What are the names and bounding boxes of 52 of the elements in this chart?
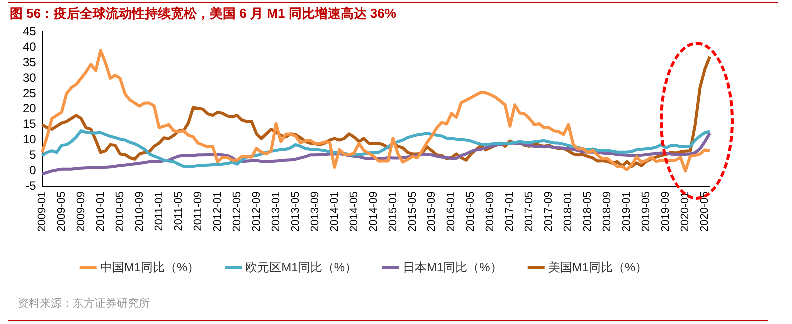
x-tick-label: 2016-09 [484, 192, 497, 232]
x-tick-label: 2013-09 [309, 192, 322, 232]
y-tick-label: 35 [22, 55, 37, 70]
legend-label: 美国M1同比（%） [548, 260, 648, 274]
x-tick-label: 2018-05 [582, 192, 594, 232]
x-tick-label: 2015-05 [406, 192, 419, 232]
x-tick-label: 2011-01 [153, 192, 166, 232]
legend-label: 中国M1同比（%） [100, 260, 200, 274]
x-tick-label: 2019-01 [621, 192, 634, 232]
y-tick-label: 20 [22, 102, 37, 116]
x-tick-label: 2011-09 [192, 192, 204, 232]
x-tick-label: 2015-09 [426, 192, 438, 232]
x-tick-label: 2020-05 [699, 192, 712, 232]
x-tick-label: 2017-05 [524, 192, 536, 232]
x-tick-label: 2009-09 [75, 192, 88, 232]
x-tick-label: 2012-09 [250, 192, 263, 232]
x-tick-label: 2016-05 [465, 192, 478, 232]
y-tick-label: 45 [22, 24, 37, 39]
x-tick-label: 2010-01 [94, 192, 107, 232]
x-tick-label: 2018-09 [602, 192, 614, 232]
y-tick-label: 40 [22, 40, 37, 54]
y-tick-label: -5 [26, 178, 37, 193]
x-tick-label: 2014-05 [348, 192, 360, 232]
y-tick-label: 15 [22, 117, 37, 132]
x-tick-label: 2012-01 [212, 192, 224, 232]
x-tick-label: 2010-05 [114, 192, 126, 232]
x-tick-label: 2013-01 [270, 192, 282, 232]
x-tick-label: 2019-05 [640, 192, 653, 232]
x-tick-label: 2015-01 [387, 192, 400, 232]
x-tick-label: 2017-01 [504, 192, 516, 232]
x-tick-label: 2011-05 [172, 192, 185, 232]
legend-label: 日本M1同比（%） [403, 260, 502, 274]
y-tick-label: 30 [22, 70, 37, 85]
x-tick-label: 2014-09 [368, 192, 380, 232]
x-tick-label: 2012-05 [231, 192, 244, 232]
x-tick-label: 2018-01 [562, 192, 575, 232]
x-tick-label: 2019-09 [660, 192, 672, 232]
y-tick-label: 10 [22, 132, 37, 147]
x-tick-label: 2013-05 [290, 192, 302, 232]
y-tick-label: 5 [30, 148, 37, 162]
x-tick-label: 2010-09 [134, 192, 146, 232]
legend-label: 欧元区M1同比（%） [246, 260, 358, 274]
x-tick-label: 2016-01 [446, 192, 458, 232]
text: 资料来源：东方证券研究所 [18, 296, 150, 311]
chart-title: 图 56：疫后全球流动性持续宽松，美国 6 月 M1 同比增速高达 36% [10, 5, 396, 23]
y-tick-label: 0 [30, 164, 37, 178]
x-tick-label: 2014-01 [328, 192, 341, 232]
x-tick-label: 2020-01 [680, 192, 692, 232]
x-tick-label: 2017-09 [543, 192, 556, 232]
x-tick-label: 2009-05 [56, 192, 68, 232]
y-tick-label: 25 [22, 86, 37, 100]
x-tick-label: 2009-01 [36, 192, 48, 232]
